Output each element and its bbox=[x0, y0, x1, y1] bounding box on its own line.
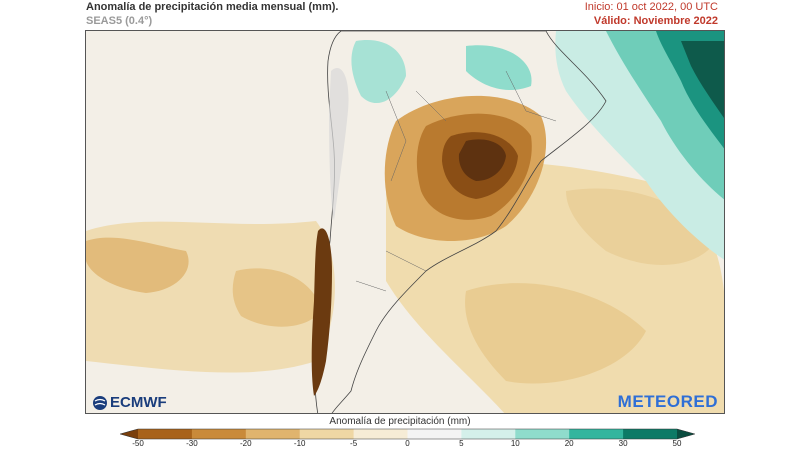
colorbar-segment bbox=[569, 429, 624, 439]
wet-region-andes bbox=[351, 40, 406, 104]
colorbar-segment bbox=[138, 429, 193, 439]
colorbar-tick-label: -50 bbox=[132, 439, 144, 448]
colorbar-segment bbox=[407, 429, 462, 439]
colorbar-tick-label: -10 bbox=[293, 439, 306, 448]
colorbar-tick-label: -20 bbox=[240, 439, 252, 448]
colorbar-max-arrow bbox=[677, 429, 695, 439]
colorbar-segment bbox=[245, 429, 301, 439]
colorbar-tick-label: 10 bbox=[510, 439, 520, 448]
colorbar-tick-label: 50 bbox=[672, 439, 682, 448]
anomaly-patch-pacific bbox=[86, 237, 189, 293]
colorbar-ticks: -50 -30 -20 -10 -5 0 5 10 20 30 50 bbox=[120, 438, 695, 450]
anomaly-patch-atlantic-mid bbox=[465, 283, 646, 384]
map-panel: ECMWF METEORED bbox=[85, 30, 725, 414]
colorbar-tick-label: 0 bbox=[405, 439, 410, 448]
anomaly-patch-pacific-2 bbox=[232, 268, 321, 327]
init-label: Inicio: 01 oct 2022, 00 UTC bbox=[584, 1, 718, 13]
colorbar-min-arrow bbox=[120, 429, 138, 439]
header-title: Anomalía de precipitación media mensual … bbox=[86, 1, 339, 13]
colorbar-tick-label: 20 bbox=[564, 439, 574, 448]
model-label: SEAS5 (0.4°) bbox=[86, 15, 153, 27]
wet-region-bolivia bbox=[466, 45, 532, 91]
colorbar-tick-label: 30 bbox=[618, 439, 628, 448]
colorbar-outline bbox=[120, 428, 695, 440]
valid-label: Válido: Noviembre 2022 bbox=[593, 15, 718, 27]
precipitation-anomaly-map bbox=[86, 31, 724, 413]
country-borders bbox=[355, 70, 557, 292]
colorbar bbox=[120, 428, 695, 440]
ecmwf-logo-icon bbox=[93, 395, 107, 410]
colorbar-segment bbox=[353, 429, 408, 439]
dry-region-chile bbox=[311, 228, 332, 396]
meteored-logo: METEORED bbox=[617, 392, 718, 411]
colorbar-segment bbox=[623, 429, 678, 439]
colorbar-title: Anomalía de precipitación (mm) bbox=[329, 416, 471, 427]
ecmwf-logo-text: ECMWF bbox=[110, 394, 167, 411]
colorbar-segment bbox=[299, 429, 355, 439]
colorbar-segment bbox=[515, 429, 570, 439]
anomaly-patch-east bbox=[566, 188, 716, 265]
colorbar-segment bbox=[461, 429, 516, 439]
andes-relief bbox=[329, 67, 349, 222]
colorbar-tick-label: -30 bbox=[186, 439, 198, 448]
colorbar-segment bbox=[191, 429, 247, 439]
colorbar-tick-label: 5 bbox=[459, 439, 464, 448]
wet-region-core bbox=[681, 41, 724, 119]
colorbar-tick-label: -5 bbox=[350, 439, 358, 448]
dry-region-peak bbox=[458, 139, 506, 181]
ecmwf-logo: ECMWF bbox=[92, 394, 167, 411]
